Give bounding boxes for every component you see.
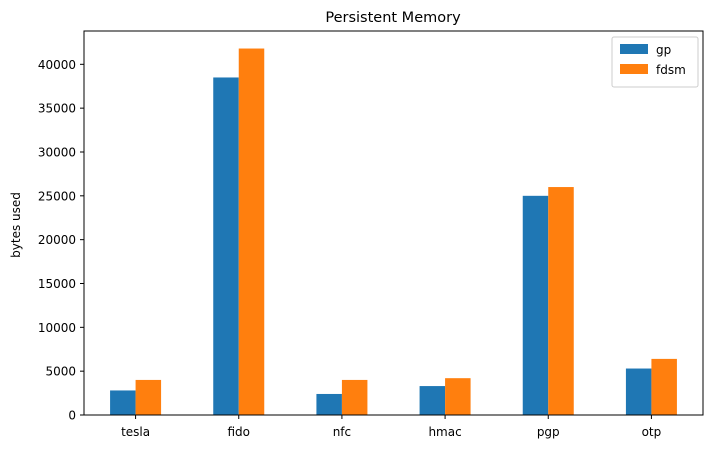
x-axis-ticks: tesla fido nfc hmac pgp otp bbox=[121, 415, 661, 439]
bar-fdsm-otp bbox=[651, 358, 677, 415]
plot-frame bbox=[83, 30, 704, 416]
y-tick-label: 30000 bbox=[38, 145, 76, 159]
x-tick-label-hmac: hmac bbox=[428, 425, 461, 439]
x-tick-label-pgp: pgp bbox=[537, 425, 560, 439]
bar-gp-otp bbox=[625, 368, 652, 415]
bar-fdsm-hmac bbox=[445, 378, 471, 415]
bar-fdsm-fido bbox=[238, 48, 265, 415]
y-tick-label: 15000 bbox=[38, 277, 76, 291]
legend-swatch-fdsm bbox=[620, 64, 648, 74]
y-axis-label: bytes used bbox=[9, 192, 23, 258]
bar-gp-fido bbox=[213, 77, 239, 415]
y-tick-label: 5000 bbox=[45, 365, 76, 379]
bar-fdsm-pgp bbox=[548, 187, 574, 415]
y-tick-label: 25000 bbox=[38, 189, 76, 203]
legend-swatch-gp bbox=[620, 44, 648, 54]
y-axis-ticks: 0 5000 10000 15000 20000 25000 30000 35000 40000 bbox=[38, 58, 84, 423]
bar-gp-hmac bbox=[419, 386, 446, 415]
x-tick-label-tesla: tesla bbox=[121, 425, 150, 439]
y-tick-label: 10000 bbox=[38, 321, 76, 335]
bar-gp-pgp bbox=[522, 195, 549, 415]
legend-label-gp: gp bbox=[656, 43, 671, 57]
legend-label-fdsm: fdsm bbox=[656, 63, 686, 77]
x-tick-label-nfc: nfc bbox=[333, 425, 351, 439]
y-tick-label: 0 bbox=[68, 409, 76, 423]
y-tick-label: 40000 bbox=[38, 58, 76, 72]
bar-gp-nfc bbox=[316, 393, 342, 415]
bars-layer bbox=[110, 48, 677, 415]
chart-title: Persistent Memory bbox=[325, 10, 461, 26]
x-tick-label-otp: otp bbox=[642, 425, 662, 439]
x-tick-label-fido: fido bbox=[227, 425, 250, 439]
y-tick-label: 20000 bbox=[38, 233, 76, 247]
bar-fdsm-nfc bbox=[341, 379, 368, 415]
bar-gp-tesla bbox=[110, 390, 136, 415]
bar-fdsm-tesla bbox=[135, 379, 162, 415]
legend: gp fdsm bbox=[611, 36, 699, 88]
y-tick-label: 35000 bbox=[38, 102, 76, 116]
